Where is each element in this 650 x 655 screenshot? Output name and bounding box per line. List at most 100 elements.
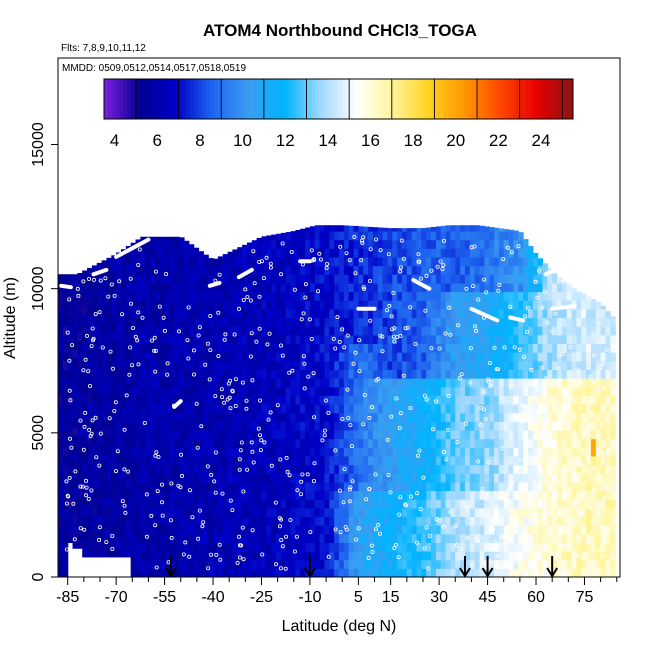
heatmap-cell (378, 283, 383, 292)
heatmap-cell (605, 318, 610, 327)
heatmap-cell (315, 248, 320, 257)
heatmap-cell (150, 473, 155, 482)
heatmap-cell (87, 444, 92, 453)
heatmap-cell (504, 491, 509, 500)
heatmap-cell (310, 326, 315, 335)
heatmap-cell (194, 318, 199, 327)
heatmap-cell (349, 508, 354, 517)
heatmap-cell (426, 318, 431, 327)
heatmap-cell (572, 482, 577, 491)
heatmap-cell (581, 395, 586, 404)
heatmap-cell (489, 456, 494, 465)
heatmap-cell (354, 318, 359, 327)
heatmap-cell (97, 392, 102, 401)
heatmap-cell (87, 280, 92, 289)
heatmap-cell (228, 439, 233, 448)
heatmap-cell (305, 240, 310, 249)
heatmap-cell (455, 404, 460, 413)
heatmap-cell (484, 248, 489, 257)
heatmap-cell (155, 404, 160, 413)
heatmap-cell (310, 231, 315, 240)
heatmap-cell (446, 447, 451, 456)
heatmap-cell (601, 473, 606, 482)
heatmap-cell (208, 387, 213, 396)
heatmap-cell (407, 292, 412, 301)
heatmap-cell (489, 465, 494, 474)
heatmap-cell (358, 378, 363, 387)
heatmap-cell (504, 473, 509, 482)
heatmap-cell (523, 274, 528, 283)
heatmap-cell (557, 473, 562, 482)
heatmap-cell (605, 430, 610, 439)
heatmap-cell (320, 430, 325, 439)
heatmap-cell (203, 343, 208, 352)
heatmap-cell (460, 266, 465, 275)
heatmap-cell (266, 491, 271, 500)
heatmap-cell (480, 525, 485, 534)
heatmap-cell (542, 404, 547, 413)
heatmap-cell (82, 453, 87, 462)
heatmap-cell (358, 447, 363, 456)
heatmap-cell (446, 413, 451, 422)
heatmap-cell (610, 508, 615, 517)
heatmap-cell (562, 551, 567, 560)
heatmap-cell (450, 326, 455, 335)
heatmap-cell (295, 230, 300, 232)
heatmap-cell (518, 542, 523, 551)
heatmap-cell (199, 568, 204, 577)
heatmap-cell (455, 525, 460, 534)
heatmap-cell (73, 505, 78, 514)
heatmap-cell (106, 258, 111, 263)
heatmap-cell (509, 482, 514, 491)
heatmap-cell (194, 491, 199, 500)
heatmap-cell (150, 257, 155, 266)
heatmap-cell (116, 514, 121, 523)
heatmap-cell (426, 439, 431, 448)
heatmap-cell (373, 387, 378, 396)
heatmap-cell (126, 401, 131, 410)
heatmap-cell (257, 508, 262, 517)
heatmap-cell (509, 516, 514, 525)
heatmap-cell (446, 231, 451, 240)
heatmap-cell (489, 516, 494, 525)
heatmap-cell (344, 560, 349, 569)
heatmap-cell (489, 248, 494, 257)
heatmap-cell (417, 395, 422, 404)
heatmap-cell (436, 378, 441, 387)
heatmap-cell (344, 318, 349, 327)
heatmap-cell (140, 568, 145, 577)
heatmap-cell (446, 343, 451, 352)
heatmap-cell (431, 326, 436, 335)
heatmap-cell (489, 439, 494, 448)
heatmap-cell (480, 456, 485, 465)
heatmap-cell (446, 499, 451, 508)
heatmap-cell (417, 369, 422, 378)
heatmap-cell (63, 508, 68, 517)
heatmap-cell (538, 465, 543, 474)
heatmap-cell (383, 551, 388, 560)
heatmap-cell (150, 378, 155, 387)
heatmap-cell (446, 525, 451, 534)
heatmap-cell (441, 465, 446, 474)
heatmap-cell (513, 361, 518, 370)
heatmap-cell (475, 395, 480, 404)
heatmap-cell (329, 568, 334, 577)
heatmap-cell (402, 378, 407, 387)
heatmap-cell (169, 491, 174, 500)
heatmap-cell (140, 465, 145, 474)
heatmap-cell (324, 361, 329, 370)
heatmap-cell (116, 358, 121, 367)
heatmap-cell (591, 473, 596, 482)
heatmap-cell (417, 465, 422, 474)
heatmap-cell (261, 499, 266, 508)
heatmap-cell (174, 369, 179, 378)
heatmap-cell (179, 516, 184, 525)
heatmap-cell (586, 387, 591, 396)
heatmap-cell (455, 343, 460, 352)
heatmap-cell (106, 332, 111, 341)
heatmap-cell (470, 266, 475, 275)
heatmap-cell (271, 274, 276, 283)
heatmap-cell (605, 439, 610, 448)
heatmap-cell (460, 343, 465, 352)
heatmap-cell (504, 395, 509, 404)
